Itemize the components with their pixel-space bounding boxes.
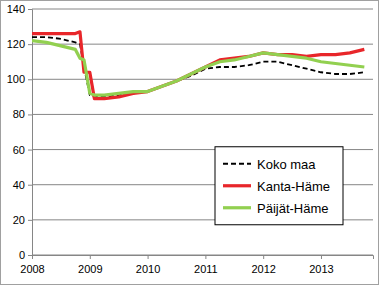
x-tick: 2008 <box>20 255 44 275</box>
grid-line <box>32 114 373 115</box>
y-tick-mark <box>28 185 32 186</box>
x-tick-label: 2011 <box>194 263 218 275</box>
x-tick: 2009 <box>78 255 102 275</box>
x-tick-mark <box>90 255 91 259</box>
series-line <box>32 32 364 99</box>
y-tick-mark <box>28 44 32 45</box>
y-tick: 100 <box>7 73 32 85</box>
legend-label: Päijät-Häme <box>257 201 329 216</box>
x-tick-label: 2008 <box>20 263 44 275</box>
x-tick: 2012 <box>251 255 275 275</box>
y-tick-mark <box>28 150 32 151</box>
y-tick-label: 0 <box>19 249 25 261</box>
grid-line <box>32 9 373 10</box>
y-tick-mark <box>28 114 32 115</box>
series-line <box>32 41 364 95</box>
y-tick: 40 <box>13 179 32 191</box>
x-tick-label: 2013 <box>309 263 333 275</box>
lines <box>32 32 364 99</box>
x-tick-mark <box>263 255 264 259</box>
chart: 0204060801001201402008200920102011201220… <box>0 0 379 285</box>
y-tick-mark <box>28 220 32 221</box>
x-tick-label: 2012 <box>251 263 275 275</box>
x-tick-mark <box>148 255 149 259</box>
x-tick: 2011 <box>194 255 218 275</box>
y-tick-label: 60 <box>13 144 25 156</box>
legend-swatch <box>223 184 251 187</box>
grid-line <box>32 79 373 80</box>
y-tick-label: 80 <box>13 108 25 120</box>
legend-label: Koko maa <box>257 157 316 172</box>
y-tick-mark <box>28 255 32 256</box>
y-tick-label: 120 <box>7 38 25 50</box>
x-tick-mark <box>32 255 33 259</box>
y-tick-label: 140 <box>7 3 25 15</box>
legend-box <box>215 147 343 225</box>
x-tick-label: 2009 <box>78 263 102 275</box>
x-tick: 2013 <box>309 255 333 275</box>
legend-swatch <box>223 206 251 209</box>
x-tick-label: 2010 <box>136 263 160 275</box>
y-tick-label: 100 <box>7 73 25 85</box>
y-axis-line <box>28 10 33 256</box>
y-tick: 60 <box>13 144 32 156</box>
grid <box>32 9 373 255</box>
x-tick: 2010 <box>136 255 160 275</box>
x-axis-line <box>33 256 374 260</box>
plot: 0204060801001201402008200920102011201220… <box>7 3 374 275</box>
legend-swatch <box>223 163 251 165</box>
grid-line <box>32 44 373 45</box>
x-tick-mark <box>205 255 206 259</box>
y-tick: 0 <box>19 249 32 261</box>
y-axis: 0 20 40 60 80 100 120 140 <box>7 3 33 261</box>
y-tick: 140 <box>7 3 32 15</box>
y-tick: 120 <box>7 38 32 50</box>
legend-label: Kanta-Häme <box>257 179 330 194</box>
y-tick-label: 40 <box>13 179 25 191</box>
x-tick-mark <box>321 255 322 259</box>
y-tick: 80 <box>13 108 32 120</box>
chart-border <box>1 1 379 285</box>
y-tick-mark <box>28 9 32 10</box>
y-tick-label: 20 <box>13 214 25 226</box>
y-tick: 20 <box>13 214 32 226</box>
legend: Koko maa Kanta-Häme Päijät-Häme <box>215 147 343 225</box>
y-tick-mark <box>28 79 32 80</box>
x-axis: 2008 2009 2010 2011 2012 2013 <box>20 255 373 275</box>
